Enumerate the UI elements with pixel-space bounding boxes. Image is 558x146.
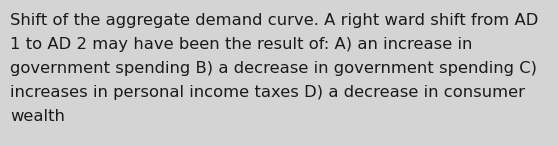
Text: increases in personal income taxes D) a decrease in consumer: increases in personal income taxes D) a … bbox=[10, 85, 525, 100]
Text: Shift of the aggregate demand curve. A right ward shift from AD: Shift of the aggregate demand curve. A r… bbox=[10, 13, 538, 28]
Text: wealth: wealth bbox=[10, 109, 65, 124]
Text: 1 to AD 2 may have been the result of: A) an increase in: 1 to AD 2 may have been the result of: A… bbox=[10, 37, 473, 52]
Text: government spending B) a decrease in government spending C): government spending B) a decrease in gov… bbox=[10, 61, 537, 76]
